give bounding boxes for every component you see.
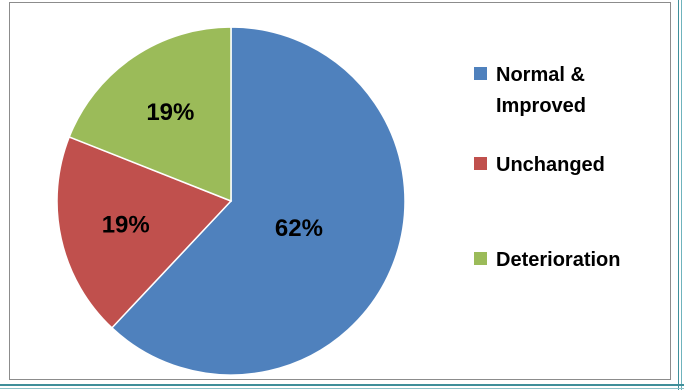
legend-swatch-2 <box>474 157 487 170</box>
legend-label-1-line-2: Improved <box>496 95 586 117</box>
pie-slice-3 <box>68 26 232 203</box>
pie-data-label-2: 19% <box>102 212 150 239</box>
legend-swatch-3 <box>474 252 487 265</box>
pie-data-label-1: 62% <box>275 215 323 242</box>
page-border-right <box>678 0 679 390</box>
legend-swatch-1 <box>474 67 487 80</box>
page-border-right-inner <box>681 0 682 390</box>
page-border-bottom <box>0 384 684 386</box>
legend-label-1-line-1: Normal & <box>496 64 585 86</box>
pie-slices <box>56 26 406 376</box>
pie-slice-1 <box>110 26 406 376</box>
page-border-bottom-inner <box>0 388 684 389</box>
legend: Normal & Improved Unchanged Deterioration <box>474 64 620 271</box>
pie-slice-2 <box>56 135 233 329</box>
legend-label-3-line-1: Deterioration <box>496 249 620 271</box>
legend-label-2-line-1: Unchanged <box>496 154 605 176</box>
pie-data-labels: 62% 19% 19% <box>102 99 323 242</box>
pie-data-label-3: 19% <box>146 99 194 126</box>
